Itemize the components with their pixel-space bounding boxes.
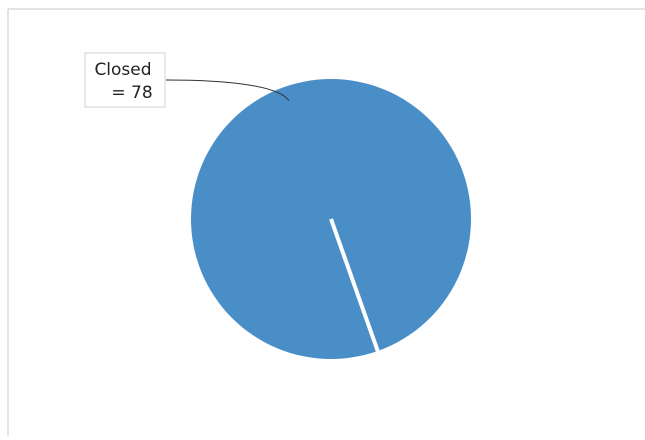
leader-line	[165, 79, 290, 102]
slice-value-label: = 78	[111, 83, 152, 103]
pie	[191, 79, 471, 359]
label-box	[84, 52, 166, 108]
slice-label: Closed	[94, 60, 151, 80]
slice-edge	[329, 218, 380, 353]
